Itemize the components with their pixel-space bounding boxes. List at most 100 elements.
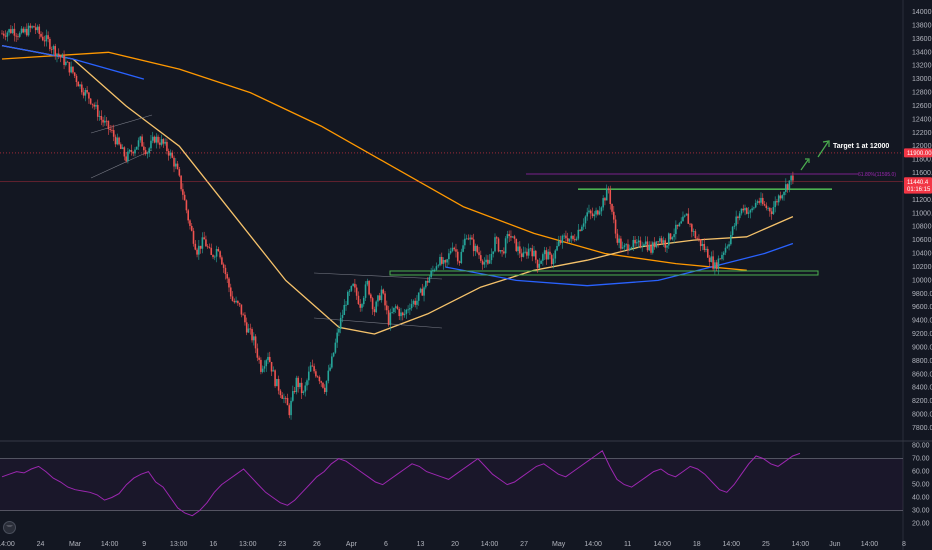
candle-body xyxy=(533,250,535,257)
candle-body xyxy=(52,46,55,50)
candle-body xyxy=(621,247,624,249)
rsi-tick-label: 30.00 xyxy=(912,508,930,515)
candle-body xyxy=(91,103,94,105)
candle-body xyxy=(155,136,158,143)
candle-body xyxy=(73,72,76,76)
candle-body xyxy=(57,53,60,56)
candle-body xyxy=(65,61,67,65)
candle-body xyxy=(219,251,221,258)
candle-body xyxy=(678,223,681,227)
candle-body xyxy=(614,219,617,234)
arrow-1-head xyxy=(805,158,810,163)
candle-body xyxy=(137,140,140,147)
candle-body xyxy=(384,293,386,306)
candle-body xyxy=(538,263,541,268)
candle-body xyxy=(8,29,10,33)
rsi-band xyxy=(0,458,903,511)
time-tick-label: 24 xyxy=(37,541,45,548)
rsi-tick-label: 50.00 xyxy=(912,482,930,489)
candle-body xyxy=(776,201,778,203)
arrow-2-head xyxy=(822,140,830,147)
candle-body xyxy=(691,224,693,232)
candle-body xyxy=(34,27,37,31)
price-tick-label: 9200.00 xyxy=(912,331,932,338)
price-tag-label: 11900.00 xyxy=(907,151,932,157)
candle-body xyxy=(45,35,48,42)
candle-body xyxy=(577,229,580,239)
candle-body xyxy=(393,307,395,313)
candle-body xyxy=(377,295,379,302)
candle-body xyxy=(284,397,287,399)
candle-body xyxy=(767,207,769,209)
time-tick-label: 25 xyxy=(762,541,770,548)
candle-body xyxy=(683,215,686,217)
channel-2-lower xyxy=(313,317,443,329)
candle-body xyxy=(777,195,780,203)
candle-body xyxy=(464,238,466,246)
candle-body xyxy=(685,213,688,216)
candle-body xyxy=(671,237,674,240)
time-tick-label: 27 xyxy=(520,541,528,548)
candle-body xyxy=(89,98,92,104)
candle-body xyxy=(201,237,204,249)
candle-body xyxy=(657,241,659,243)
time-tick-label: Apr xyxy=(346,541,358,548)
candle-body xyxy=(715,262,718,269)
candle-body xyxy=(403,313,406,316)
price-axis[interactable]: 7800.00 8000.00 8200.00 8400.00 8600.00 8800.… xyxy=(912,9,932,432)
candle-body xyxy=(187,210,189,221)
candle-body xyxy=(598,211,601,215)
time-tick-label: May xyxy=(552,541,566,548)
candle-body xyxy=(355,287,358,296)
candle-body xyxy=(407,309,409,311)
candle-body xyxy=(235,300,237,303)
candle-body xyxy=(476,245,479,253)
price-tick-label: 10200.00 xyxy=(912,264,932,271)
candle-body xyxy=(146,153,149,155)
candle-body xyxy=(31,26,33,28)
time-tick-label: 13:00 xyxy=(170,541,188,548)
time-axis[interactable]: 14:00 24 Mar 14:00 9 13:00 16 13:00 23 26 Apr 6 13 20… xyxy=(0,541,906,548)
candle-body xyxy=(159,142,161,145)
candle-body xyxy=(263,366,266,369)
candle-body xyxy=(24,28,26,33)
candle-body xyxy=(192,230,195,244)
rsi-tick-label: 70.00 xyxy=(912,456,930,463)
candle-body xyxy=(59,55,62,58)
candle-body xyxy=(176,163,179,170)
candle-body xyxy=(226,274,229,279)
candle-body xyxy=(75,75,78,83)
candle-body xyxy=(348,290,351,292)
candle-body xyxy=(17,36,19,38)
candle-body xyxy=(770,211,773,215)
candle-body xyxy=(229,287,232,297)
candle-body xyxy=(611,204,613,212)
channel-1-lower xyxy=(90,149,153,179)
candle-body xyxy=(244,314,246,323)
candle-body xyxy=(238,303,241,305)
candle-body xyxy=(104,120,106,123)
candle-body xyxy=(54,46,56,57)
candle-body xyxy=(228,278,230,288)
candle-body xyxy=(215,248,218,257)
candle-body xyxy=(86,89,88,93)
candle-body xyxy=(497,238,500,252)
candle-body xyxy=(573,239,576,241)
candle-body xyxy=(183,194,186,201)
candle-body xyxy=(127,151,129,162)
price-tick-label: 9400.00 xyxy=(912,318,932,325)
candle-body xyxy=(722,252,725,255)
candle-body xyxy=(708,257,711,262)
tradingview-logo-icon[interactable] xyxy=(3,521,16,534)
candle-body xyxy=(737,216,739,219)
candle-body xyxy=(504,238,507,254)
candle-body xyxy=(520,253,523,257)
candle-body xyxy=(15,35,17,37)
candle-body xyxy=(742,208,745,211)
price-tick-label: 11800.00 xyxy=(912,157,932,164)
candle-body xyxy=(733,225,736,227)
fib-level-label: 61.80%(11595.0) xyxy=(858,172,896,178)
candle-body xyxy=(210,247,213,255)
candle-body xyxy=(323,387,326,393)
